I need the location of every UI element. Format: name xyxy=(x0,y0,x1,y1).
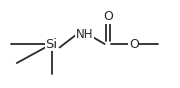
Text: O: O xyxy=(103,10,113,23)
Text: O: O xyxy=(129,37,139,51)
Text: NH: NH xyxy=(76,28,93,41)
Text: Si: Si xyxy=(46,37,58,51)
